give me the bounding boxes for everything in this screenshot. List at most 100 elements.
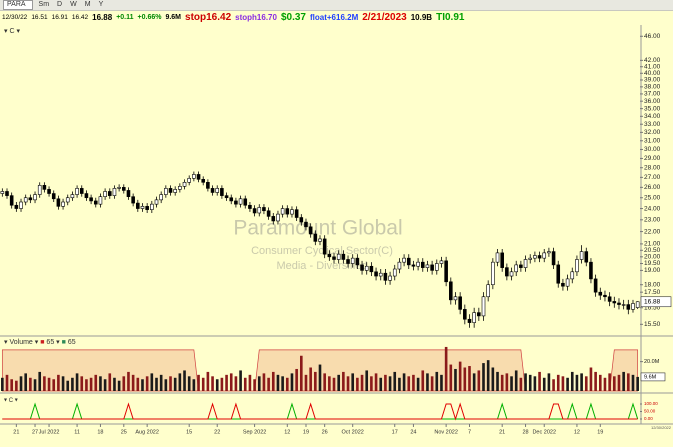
toolbar-button[interactable]: D (57, 1, 63, 8)
volume-bar (627, 373, 630, 391)
volume-bar (584, 376, 588, 391)
candle-body (561, 282, 565, 287)
candle-body (383, 272, 388, 281)
candle-body (327, 253, 332, 258)
toolbar-button[interactable]: W (70, 1, 77, 8)
candle-body (477, 312, 481, 317)
candle-body (378, 272, 383, 277)
candle-body (593, 278, 598, 293)
volume-bar (407, 376, 411, 391)
candle-body (84, 193, 89, 199)
volume-bar (337, 374, 340, 391)
candle-body (332, 256, 336, 260)
volume-bar (136, 377, 140, 391)
candle-body (551, 251, 556, 266)
candle-body (556, 264, 561, 284)
volume-bar (52, 379, 56, 391)
y-tick-label: 27.00 (644, 174, 661, 181)
candle-body (439, 260, 444, 264)
volume-bar (15, 380, 18, 391)
volume-bar (342, 371, 345, 391)
volume-bar (514, 370, 518, 391)
candle-body (61, 201, 65, 207)
volume-bar (468, 366, 471, 391)
x-tick-label: 21 (499, 429, 505, 435)
volume-bar (379, 377, 383, 391)
x-tick-label: Oct 2022 (342, 429, 364, 435)
y-tick-label: 29.00 (644, 155, 661, 162)
volume-bar (510, 376, 513, 391)
candle-body (220, 188, 224, 196)
x-tick-label: 11 (74, 429, 80, 435)
toolbar-button[interactable]: M (84, 1, 91, 8)
y-tick-label: 42.00 (644, 57, 661, 64)
y-tick-label: 40.00 (644, 70, 661, 77)
volume-bar (398, 377, 401, 391)
candle-body (635, 301, 640, 308)
toolbar-button[interactable]: Sm (38, 1, 50, 8)
candle-body (19, 201, 23, 209)
volume-bar (374, 373, 378, 391)
candle-body (285, 208, 290, 215)
volume-bar (304, 374, 308, 391)
volume-bar (285, 377, 289, 391)
volume-bar (211, 376, 214, 391)
info-float: float+616.2M (309, 13, 359, 22)
volume-bar (360, 374, 364, 391)
candle-body (65, 197, 70, 203)
volume-bar (500, 374, 504, 391)
volume-bar (267, 377, 270, 391)
x-tick-label: 22 (214, 429, 220, 435)
candle-body (491, 261, 495, 286)
volume-bar (169, 376, 172, 391)
candle-body (215, 188, 220, 193)
volume-bar (94, 374, 98, 391)
candle-body (56, 198, 61, 207)
symbol-box[interactable]: PARA (3, 0, 33, 10)
volume-bar (122, 376, 126, 391)
volume-bar (57, 374, 60, 391)
info-ti: TI0.91 (436, 12, 465, 23)
x-tick-label: 27 (32, 429, 38, 435)
candle-body (5, 191, 9, 196)
candle-body (126, 190, 131, 197)
candle-body (173, 189, 177, 193)
candle-body (514, 264, 518, 273)
candle-body (430, 264, 434, 271)
candle-body (481, 296, 486, 317)
last-volume-label: 9.6M (644, 374, 657, 380)
candle-body (472, 312, 476, 323)
volume-bar (561, 376, 565, 391)
toolbar-button[interactable]: Y (98, 1, 104, 8)
candle-body (224, 195, 229, 199)
volume-bar (29, 377, 32, 391)
candle-body (523, 259, 528, 268)
candle-body (192, 174, 196, 179)
candle-body (37, 185, 42, 195)
volume-bar (505, 373, 509, 391)
x-tick-label: 7 (468, 429, 471, 435)
candle-body (416, 261, 420, 267)
candle-body (107, 191, 112, 196)
volume-bar (187, 376, 191, 391)
candle-body (182, 182, 187, 187)
volume-bar (271, 371, 275, 391)
candle-body (70, 194, 75, 199)
volume-bar (10, 379, 13, 391)
candle-body (98, 196, 103, 205)
candle-body (112, 188, 117, 196)
volume-bar (85, 379, 88, 391)
volume-bar (5, 374, 9, 391)
candle-body (402, 257, 406, 263)
volume-bar (384, 374, 387, 391)
y-tick-label: 19.50 (644, 260, 661, 267)
candle-body (575, 259, 579, 273)
y-tick-label: 31.00 (644, 137, 661, 144)
candle-body (271, 216, 276, 222)
candle-body (621, 304, 626, 306)
candle-body (0, 191, 5, 194)
y-tick-label: 22.00 (644, 228, 661, 235)
info-low: 16.42 (71, 14, 89, 21)
y-tick-label: 33.00 (644, 121, 661, 128)
info-stop: stop16.42 (185, 12, 232, 23)
